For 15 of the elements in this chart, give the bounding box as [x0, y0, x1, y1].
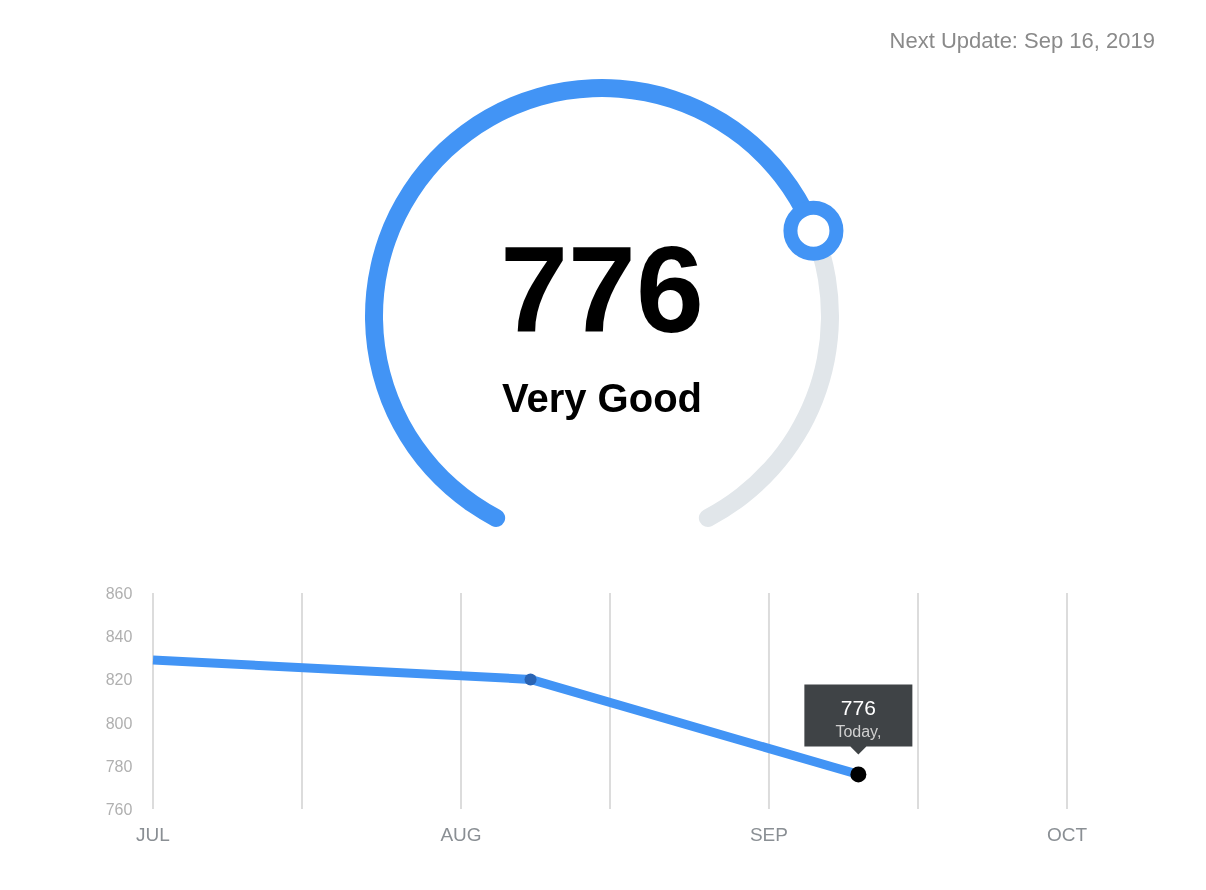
y-tick-label: 860 [105, 585, 133, 602]
data-label: 776 [840, 696, 876, 720]
y-tick-label: 840 [105, 628, 133, 646]
y-tick-label: 760 [105, 801, 133, 818]
annotation: Today, [835, 723, 882, 741]
y-tick-label: 780 [105, 757, 133, 775]
text: Very Good [501, 376, 703, 420]
text: Next Update: Sep 16, 2019 [889, 28, 1155, 53]
y-tick-label: 800 [105, 714, 133, 732]
x-tick-label: SEP [749, 824, 788, 845]
x-tick-label: JUL [136, 824, 170, 845]
text: 776 [500, 222, 704, 358]
y-tick-label: 820 [105, 671, 133, 689]
x-tick-label: AUG [440, 824, 482, 845]
x-tick-label: OCT [1046, 824, 1088, 845]
